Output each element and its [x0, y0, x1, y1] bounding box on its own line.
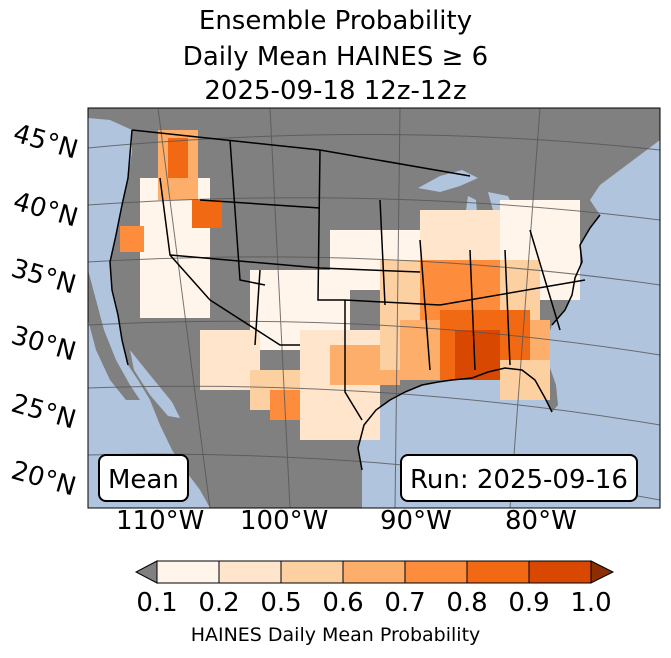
colorbar-bin-5 — [404, 560, 468, 584]
title-line-1: Ensemble Probability — [198, 6, 473, 36]
map-frame — [87, 107, 661, 509]
colorbar-tick: 0.6 — [322, 588, 364, 618]
run-date-box: Run: 2025-09-16 — [400, 454, 638, 502]
colorbar-tick: 0.1 — [136, 588, 178, 618]
baja — [88, 270, 140, 400]
title-line-2: Daily Mean HAINES ≥ 6 — [182, 42, 489, 72]
lon-label-110w: 110°W — [116, 506, 205, 536]
colorbar-bin-1 — [156, 560, 220, 584]
colorbar-bin-3 — [280, 560, 344, 584]
state-borders — [131, 129, 586, 421]
colorbar — [134, 560, 615, 584]
colorbar-over-extend — [590, 560, 615, 584]
lon-label-80w: 80°W — [505, 506, 577, 536]
colorbar-tick: 0.2 — [198, 588, 240, 618]
colorbar-under-extend — [134, 560, 158, 584]
title-line-3: 2025-09-18 12z-12z — [204, 76, 467, 106]
lon-label-100w: 100°W — [240, 506, 329, 536]
colorbar-tick: 0.5 — [260, 588, 302, 618]
mean-label-box: Mean — [98, 454, 189, 502]
colorbar-bin-6 — [466, 560, 530, 584]
colorbar-tick: 1.0 — [570, 588, 612, 618]
colorbar-bin-4 — [342, 560, 406, 584]
colorbar-bin-7 — [528, 560, 592, 584]
coastline — [109, 129, 601, 471]
lon-label-90w: 90°W — [380, 506, 452, 536]
colorbar-tick: 0.8 — [446, 588, 488, 618]
colorbar-bin-2 — [218, 560, 282, 584]
colorbar-label: HAINES Daily Mean Probability — [190, 624, 481, 646]
graticule — [88, 108, 660, 508]
gulf-of-california — [130, 350, 180, 418]
colorbar-tick: 0.7 — [384, 588, 426, 618]
colorbar-tick: 0.9 — [508, 588, 550, 618]
